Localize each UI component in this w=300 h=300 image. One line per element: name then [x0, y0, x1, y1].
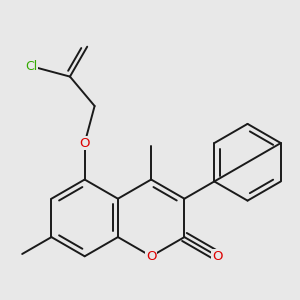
Text: O: O [146, 250, 156, 263]
Text: O: O [212, 250, 223, 263]
Text: Cl: Cl [25, 60, 37, 73]
Text: O: O [80, 136, 90, 150]
